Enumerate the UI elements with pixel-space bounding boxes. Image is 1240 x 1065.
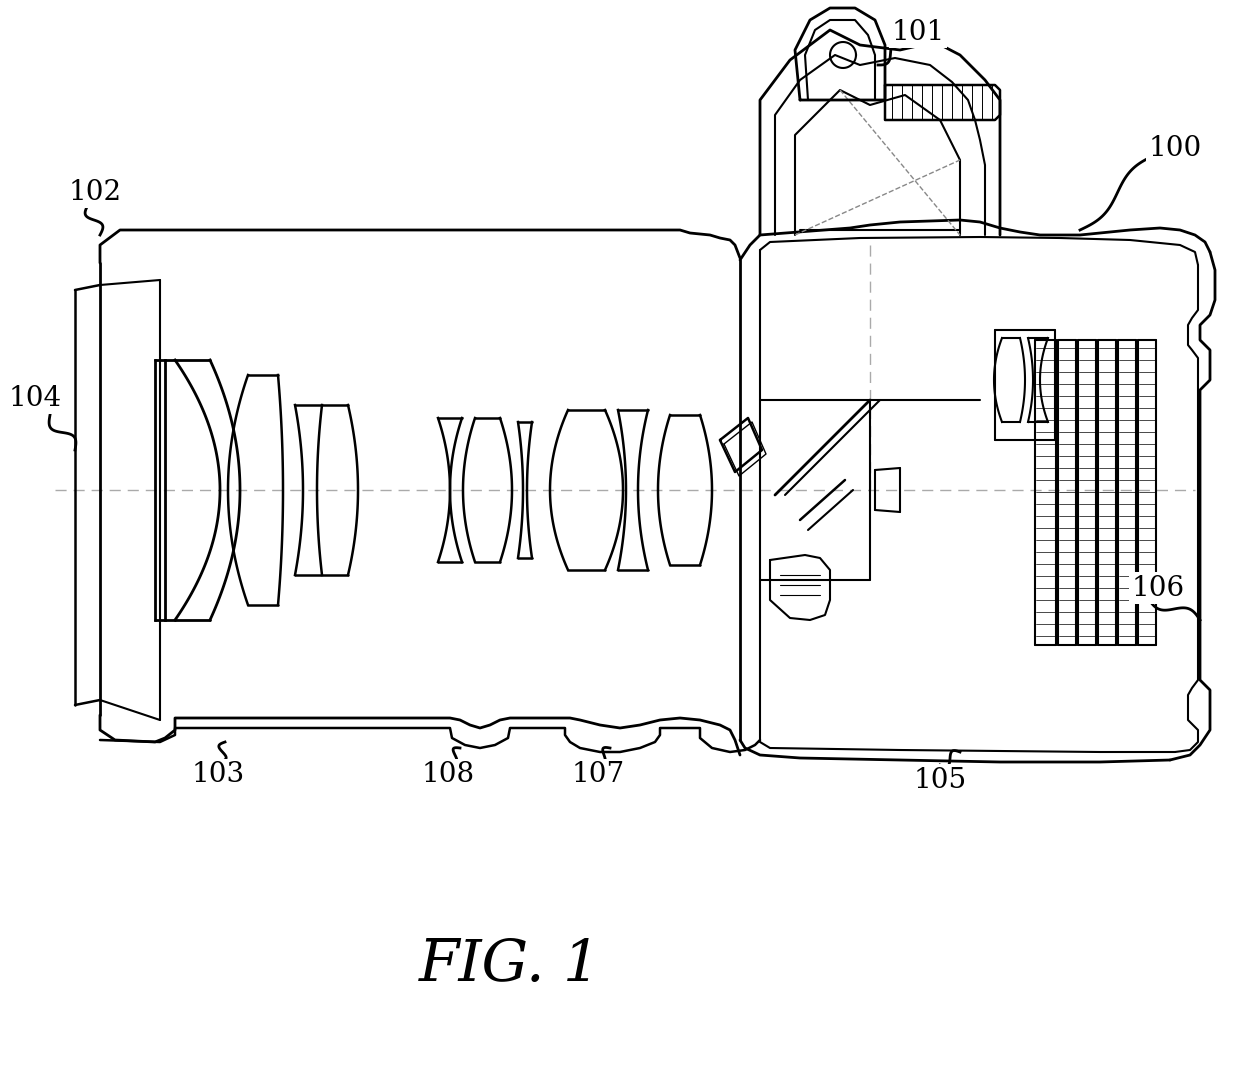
Text: 106: 106 — [1131, 574, 1184, 602]
Text: 107: 107 — [572, 761, 625, 788]
Text: 105: 105 — [914, 767, 966, 793]
Text: 100: 100 — [1148, 134, 1202, 162]
Text: 103: 103 — [191, 761, 244, 788]
Text: FIG. 1: FIG. 1 — [419, 937, 601, 994]
Text: 108: 108 — [422, 761, 475, 788]
Text: 104: 104 — [9, 384, 62, 411]
Text: 101: 101 — [892, 18, 945, 46]
Text: 102: 102 — [68, 179, 122, 206]
